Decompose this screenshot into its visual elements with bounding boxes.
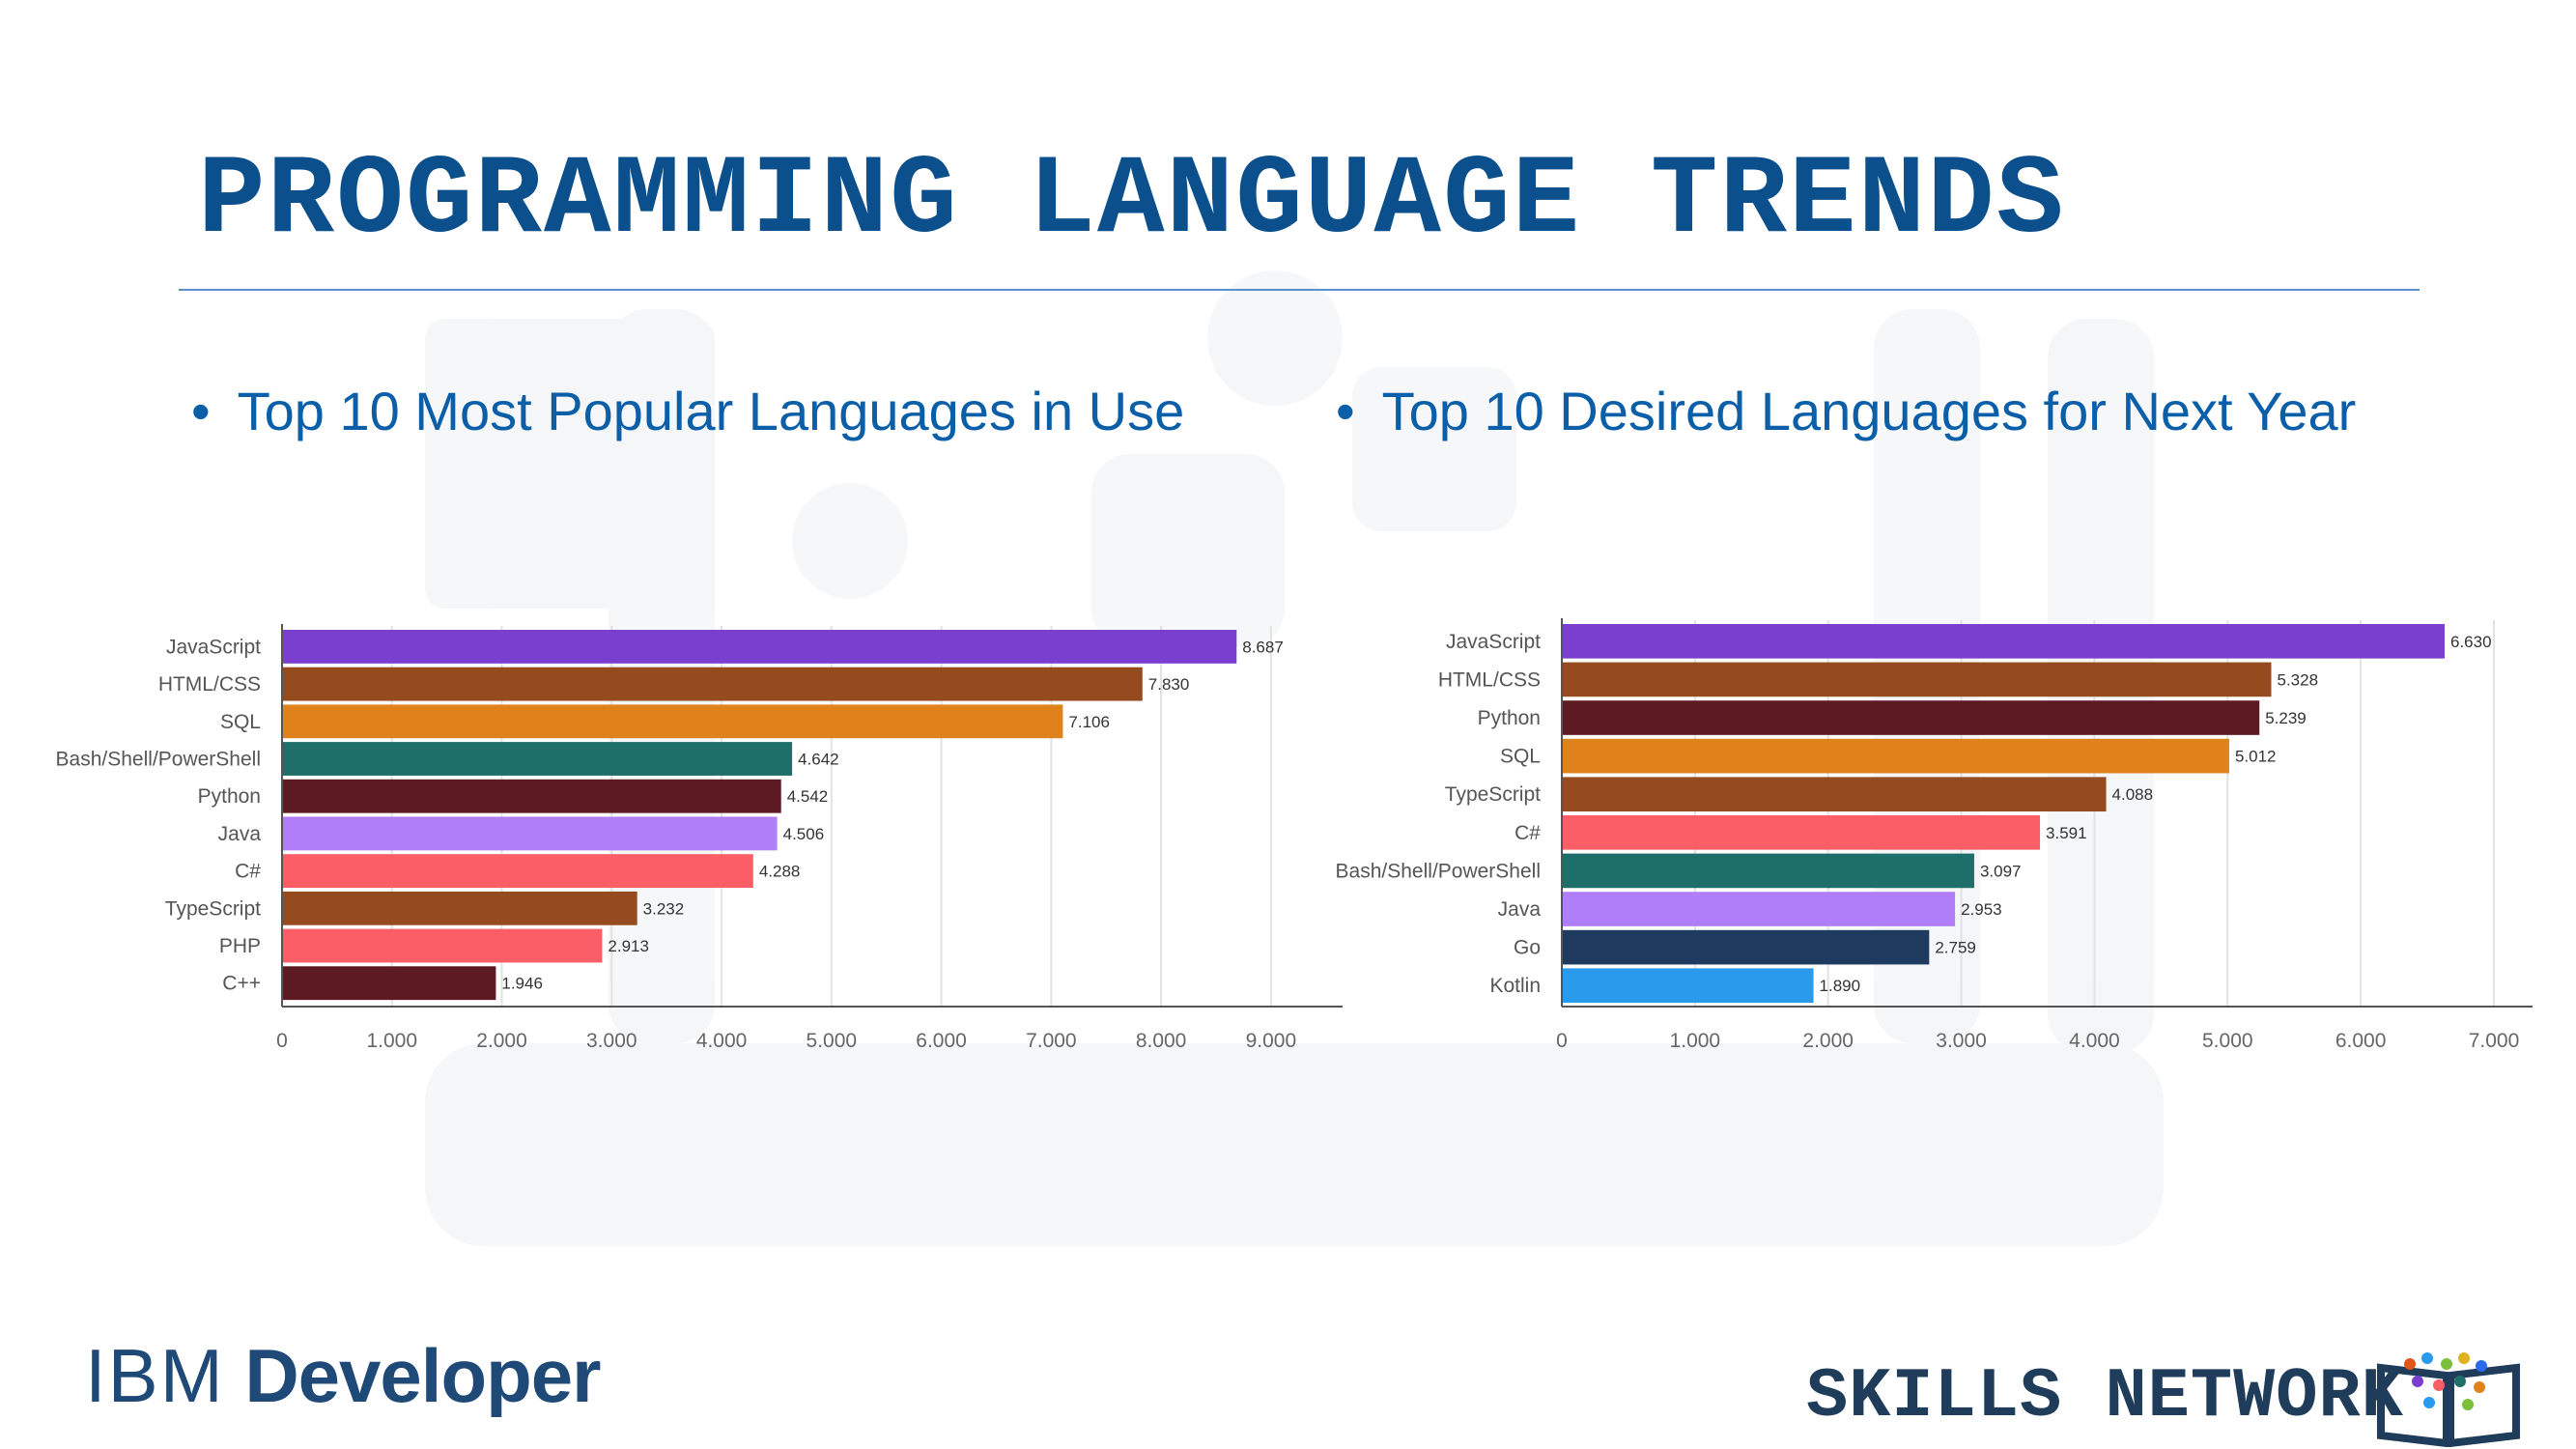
bar-c- <box>282 966 496 1001</box>
x-tick-label: 2.000 <box>476 1030 527 1052</box>
x-tick-label: 4.000 <box>2069 1030 2120 1052</box>
bar-bash-shell-powershell <box>282 742 793 776</box>
bullet-desired-text: Top 10 Desired Languages for Next Year <box>1381 381 2357 441</box>
x-tick-label: 5.000 <box>2202 1030 2253 1052</box>
x-tick-label: 1.000 <box>1670 1030 1721 1052</box>
category-label: TypeScript <box>1445 783 1541 806</box>
bullet-desired-languages: • Top 10 Desired Languages for Next Year <box>1336 384 2356 439</box>
x-tick-label: 3.000 <box>1936 1030 1987 1052</box>
category-label: Python <box>198 785 261 808</box>
category-label: HTML/CSS <box>1438 668 1541 691</box>
x-tick-label: 6.000 <box>2335 1030 2387 1052</box>
bar-typescript <box>1562 777 2107 812</box>
bullet-popular-languages: • Top 10 Most Popular Languages in Use <box>191 384 1184 439</box>
category-label: Bash/Shell/PowerShell <box>1336 860 1541 882</box>
bar-javascript <box>282 630 1237 664</box>
skills-network-book-icon <box>2377 1352 2520 1447</box>
bar-java <box>282 816 778 851</box>
category-label: Python <box>1478 707 1541 729</box>
value-label: 4.642 <box>798 751 839 769</box>
bar-html-css <box>282 667 1143 701</box>
value-label: 3.232 <box>643 899 685 918</box>
x-tick-label: 4.000 <box>696 1030 748 1052</box>
x-tick-label: 3.000 <box>586 1030 637 1052</box>
value-label: 5.328 <box>2278 670 2319 689</box>
x-tick-label: 9.000 <box>1246 1030 1297 1052</box>
x-tick-label: 6.000 <box>916 1030 967 1052</box>
x-tick-label: 0 <box>1556 1030 1568 1052</box>
bar-typescript <box>282 891 637 925</box>
value-label: 4.288 <box>759 863 801 881</box>
category-label: Bash/Shell/PowerShell <box>56 749 261 771</box>
chart-desired-languages: JavaScript 6.630 HTML/CSS 5.328 Python 5.239 S… <box>1336 618 2533 1052</box>
value-label: 7.106 <box>1068 713 1110 731</box>
category-label: TypeScript <box>165 897 261 920</box>
value-label: 3.591 <box>2046 824 2087 842</box>
developer-wordmark: Developer <box>224 1333 601 1418</box>
value-label: 2.913 <box>608 937 649 955</box>
value-label: 8.687 <box>1242 638 1284 656</box>
x-tick-label: 8.000 <box>1136 1030 1187 1052</box>
bar-kotlin <box>1562 968 1814 1004</box>
value-label: 4.088 <box>2112 785 2154 804</box>
bar-c- <box>1562 815 2041 850</box>
bar-php <box>282 928 603 963</box>
bar-javascript <box>1562 624 2445 659</box>
value-label: 3.097 <box>1980 862 2022 880</box>
category-label: JavaScript <box>1446 631 1541 653</box>
value-label: 5.012 <box>2235 748 2277 766</box>
category-label: PHP <box>219 935 261 957</box>
bar-sql <box>282 704 1063 739</box>
value-label: 5.239 <box>2265 709 2307 727</box>
value-label: 4.542 <box>787 787 829 806</box>
category-label: Kotlin <box>1489 975 1541 997</box>
value-label: 2.759 <box>1935 939 1976 957</box>
value-label: 1.946 <box>501 975 543 993</box>
title-divider <box>179 289 2420 291</box>
bar-go <box>1562 929 1930 965</box>
value-label: 2.953 <box>1961 900 2002 919</box>
ibm-wordmark: IBM <box>85 1333 225 1418</box>
bar-html-css <box>1562 662 2272 697</box>
page-title: PROGRAMMING LANGUAGE TRENDS <box>198 137 2066 265</box>
bar-python <box>282 779 781 813</box>
category-label: SQL <box>220 711 261 733</box>
bullet-dot: • <box>191 381 211 441</box>
x-tick-label: 5.000 <box>807 1030 858 1052</box>
value-label: 1.890 <box>1820 977 1861 995</box>
category-label: Go <box>1514 937 1541 959</box>
x-tick-label: 7.000 <box>2469 1030 2520 1052</box>
category-label: C++ <box>222 973 261 995</box>
bar-c- <box>282 854 753 889</box>
category-label: C# <box>235 861 261 883</box>
value-label: 7.830 <box>1148 675 1190 694</box>
bar-bash-shell-powershell <box>1562 853 1974 889</box>
bar-sql <box>1562 738 2229 774</box>
value-label: 4.506 <box>783 825 825 843</box>
category-label: C# <box>1514 822 1541 844</box>
category-label: SQL <box>1500 746 1541 768</box>
category-label: HTML/CSS <box>158 673 261 696</box>
category-label: JavaScript <box>166 636 261 658</box>
bullet-dot: • <box>1336 381 1355 441</box>
category-label: Java <box>218 823 262 845</box>
skills-network-logo: SKILLS NETWORK <box>1806 1357 2404 1436</box>
x-tick-label: 7.000 <box>1026 1030 1077 1052</box>
bar-python <box>1562 700 2260 735</box>
ibm-developer-logo: IBM Developer <box>85 1338 602 1413</box>
bullet-popular-text: Top 10 Most Popular Languages in Use <box>237 381 1185 441</box>
chart-popular-languages: JavaScript 8.687 HTML/CSS 7.830 SQL 7.106 Bash… <box>56 624 1343 1052</box>
value-label: 6.630 <box>2450 633 2492 651</box>
x-tick-label: 1.000 <box>366 1030 417 1052</box>
x-tick-label: 0 <box>276 1030 288 1052</box>
x-tick-label: 2.000 <box>1802 1030 1854 1052</box>
category-label: Java <box>1498 898 1542 921</box>
bar-java <box>1562 892 1956 926</box>
